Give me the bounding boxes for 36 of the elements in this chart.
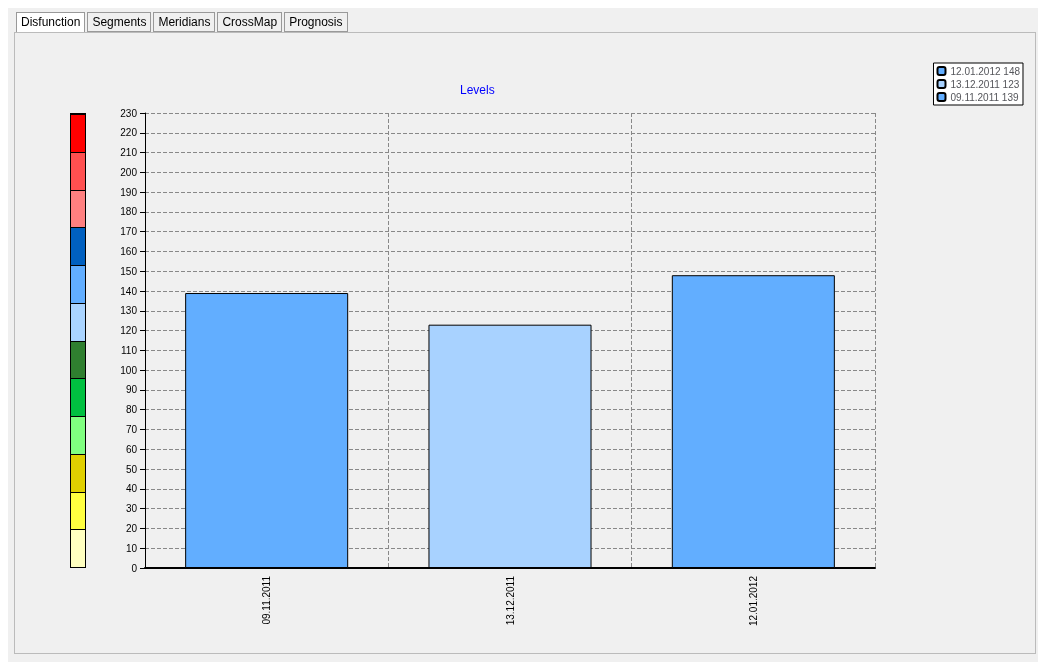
y-tick-label: 160 [120,245,138,257]
text: Prognosis [284,12,348,32]
y-tick-label: 210 [120,147,138,159]
y-tick-label: 70 [125,424,138,436]
y-tick-label: 50 [125,463,138,475]
y-tick-label: 140 [120,285,138,297]
y-tick-label: 230 [120,107,138,119]
y-tick-label: 150 [120,265,138,277]
y-tick-label: 40 [125,483,138,495]
y-tick-label: 220 [120,127,138,139]
x-tick-label: 09.11.2011 [261,575,273,625]
y-tick-label: 80 [125,404,138,416]
x-tick-label: 13.12.2011 [504,575,516,626]
y-tick-label: 60 [125,443,138,455]
y-tick-label: 130 [120,305,138,317]
text: CrossMap [217,12,283,32]
y-tick-label: 10 [125,542,138,554]
text: Meridians [153,12,216,32]
y-tick-label: 0 [131,562,138,574]
y-tick-label: 20 [125,522,138,534]
y-tick-label: 30 [125,503,138,515]
y-tick-label: 200 [120,166,138,178]
y-tick-label: 180 [120,206,138,218]
y-tick-label: 120 [120,325,138,337]
y-tick-label: 90 [125,384,138,396]
y-tick-label: 170 [120,226,138,238]
legend-label: 12.01.2012 148 [950,65,1021,77]
y-tick-label: 110 [121,344,138,356]
text: Disfunction [16,12,86,32]
x-tick-label: 12.01.2012 [747,575,759,627]
chart-title: Levels [460,83,495,97]
text: Segments [87,12,152,32]
legend-label: 13.12.2011 123 [950,78,1020,90]
legend-label: 09.11.2011 139 [950,91,1019,103]
y-tick-label: 100 [120,364,138,376]
y-tick-label: 190 [120,186,138,198]
